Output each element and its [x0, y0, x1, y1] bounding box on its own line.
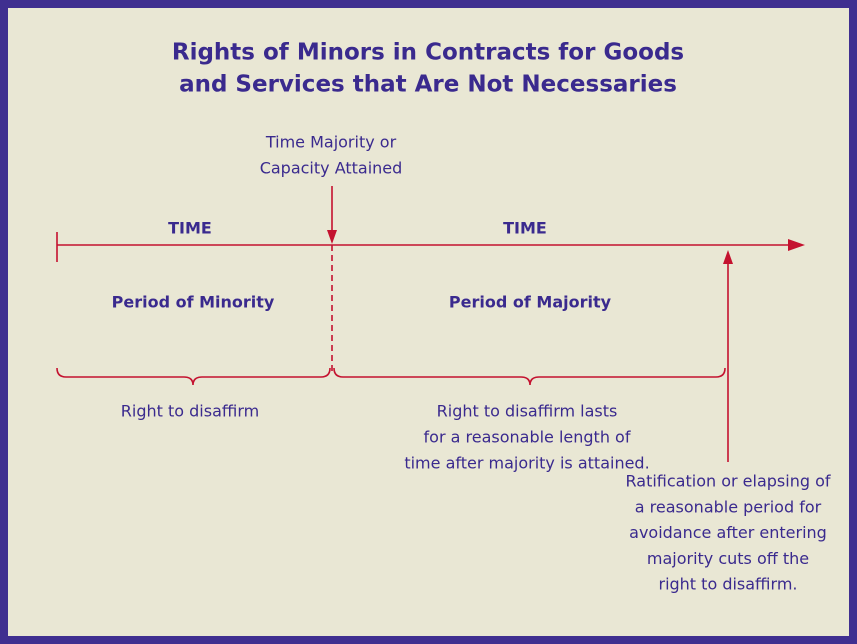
- cutoff-label: Ratification or elapsing of: [626, 472, 831, 491]
- cutoff-label: avoidance after entering: [629, 523, 827, 542]
- cutoff-arrowhead: [723, 250, 733, 264]
- milestone-arrowhead: [327, 230, 337, 244]
- majority-right: for a reasonable length of: [424, 428, 631, 447]
- texts: Rights of Minors in Contracts for Goods a…: [112, 40, 831, 594]
- cutoff-label: majority cuts off the: [647, 549, 809, 568]
- cutoff-label: a reasonable period for: [635, 497, 822, 516]
- period-label: Period of Majority: [449, 293, 612, 312]
- title-line: Rights of Minors in Contracts for Goods: [172, 40, 684, 66]
- milestone-label: Time Majority or: [265, 133, 397, 152]
- period-label: Period of Minority: [112, 293, 275, 312]
- time-label: TIME: [168, 219, 212, 238]
- majority-brace: [333, 367, 726, 386]
- milestone-label: Capacity Attained: [260, 159, 403, 178]
- minority-brace: [56, 367, 331, 386]
- majority-right: time after majority is attained.: [404, 454, 649, 473]
- minority-right: Right to disaffirm: [121, 402, 259, 421]
- time-label: TIME: [503, 219, 547, 238]
- timeline-arrowhead: [788, 239, 805, 251]
- cutoff-label: right to disaffirm.: [658, 575, 797, 594]
- title-line: and Services that Are Not Necessaries: [179, 72, 677, 98]
- majority-right: Right to disaffirm lasts: [437, 402, 618, 421]
